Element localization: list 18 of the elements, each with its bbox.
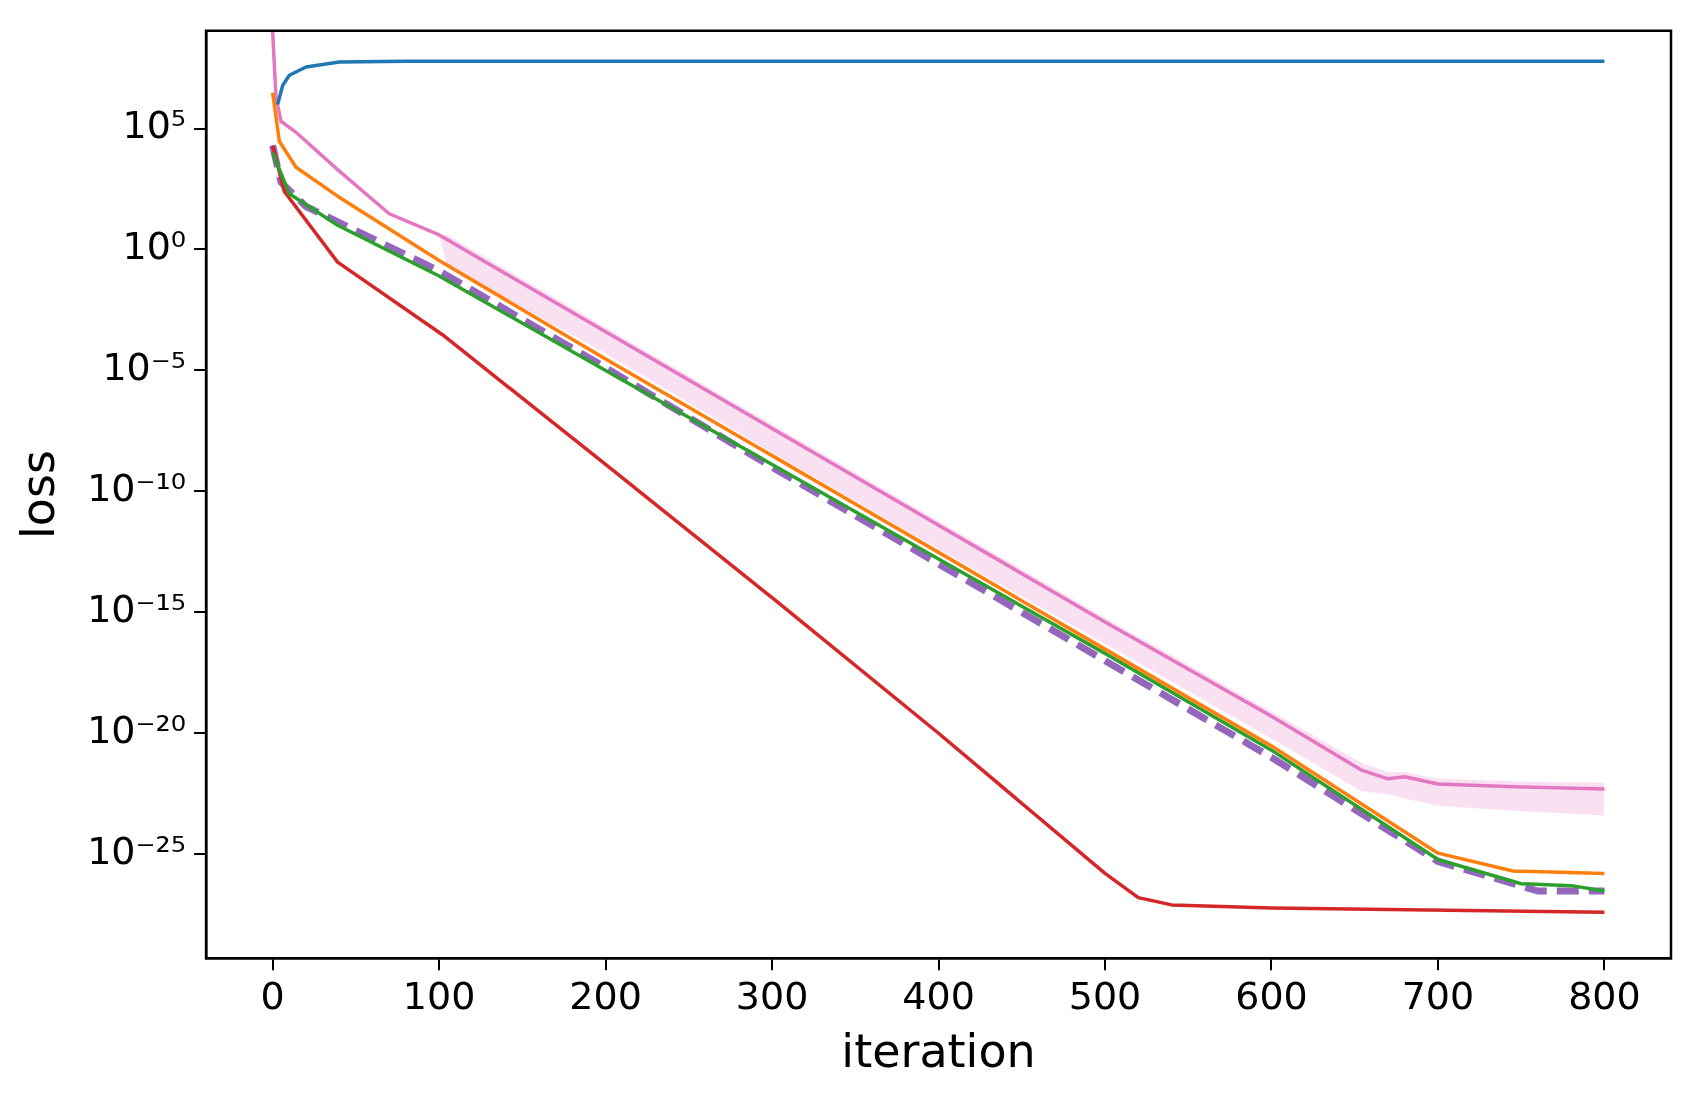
x-axis-title: iteration	[841, 1024, 1036, 1079]
x-tick-label: 0	[260, 973, 285, 1018]
x-tick-label: 200	[569, 973, 642, 1018]
y-tick-label: 10⁻¹⁵	[87, 587, 187, 632]
y-tick-label: 10⁵	[122, 103, 187, 148]
y-tick-label: 10⁰	[122, 224, 187, 269]
x-tick-label: 100	[402, 973, 476, 1018]
y-axis-title: loss	[10, 450, 65, 539]
x-tick-label: 400	[902, 973, 975, 1018]
y-tick-label: 10⁻²⁵	[87, 829, 187, 874]
x-tick-label: 800	[1568, 973, 1641, 1018]
x-tick-label: 600	[1235, 973, 1308, 1018]
y-tick-label: 10⁻²⁰	[87, 708, 187, 753]
x-tick-label: 300	[735, 973, 809, 1018]
y-tick-label: 10⁻⁵	[102, 345, 187, 390]
x-tick-label: 700	[1401, 973, 1475, 1018]
y-tick-label: 10⁻¹⁰	[87, 466, 187, 511]
x-tick-label: 500	[1068, 973, 1142, 1018]
